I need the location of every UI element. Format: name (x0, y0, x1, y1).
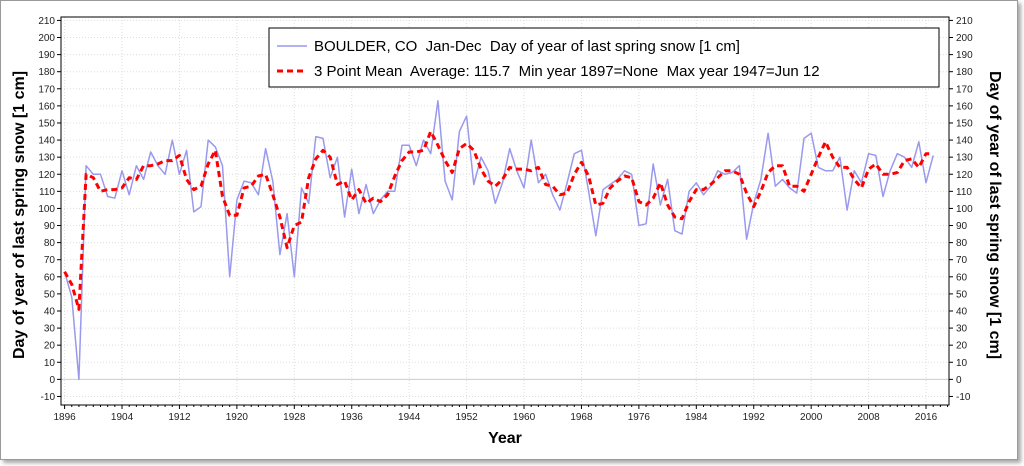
y-tick-label-left: 20 (44, 341, 56, 352)
y-tick-label-left: 80 (44, 238, 56, 249)
y-tick-label-left: 140 (38, 136, 55, 147)
y-tick-label-left: 170 (38, 84, 55, 95)
y-tick-label-right: 170 (956, 84, 973, 95)
y-tick-label-right: 50 (956, 289, 968, 300)
y-tick-label-left: 120 (38, 170, 55, 181)
y-tick-label-left: 200 (38, 33, 55, 44)
y-tick-label-left: 180 (38, 67, 55, 78)
y-tick-label-left: -10 (41, 392, 56, 403)
x-tick-label: 1896 (53, 412, 76, 423)
x-tick-label: 1936 (341, 412, 364, 423)
y-tick-label-left: 10 (44, 358, 56, 369)
y-tick-label-left: 210 (38, 16, 55, 27)
x-tick-label: 1920 (226, 412, 249, 423)
y-tick-label-right: 90 (956, 221, 968, 232)
y-tick-label-right: 160 (956, 101, 973, 112)
legend-entry-raw: BOULDER, CO Jan-Dec Day of year of last … (314, 38, 740, 55)
series-line-3pt-mean (63, 130, 934, 311)
y-tick-label-right: 40 (956, 306, 968, 317)
x-tick-label: 1984 (685, 412, 708, 423)
y-tick-label-left: 30 (44, 324, 56, 335)
y-tick-label-left: 130 (38, 153, 55, 164)
y-tick-label-right: 10 (956, 358, 968, 369)
y-tick-label-right: 140 (956, 136, 973, 147)
y-axis-label-left: Day of year of last spring snow [1 cm] (11, 71, 28, 359)
y-tick-label-right: 130 (956, 153, 973, 164)
legend-entry-mean: 3 Point Mean Average: 115.7 Min year 189… (314, 63, 820, 80)
y-tick-label-right: 30 (956, 324, 968, 335)
y-tick-label-right: 180 (956, 67, 973, 78)
y-tick-label-left: 70 (44, 255, 56, 266)
y-tick-label-right: -10 (956, 392, 971, 403)
y-tick-label-left: 40 (44, 306, 56, 317)
y-tick-label-right: 120 (956, 170, 973, 181)
y-tick-label-left: 190 (38, 50, 55, 61)
y-tick-label-left: 0 (49, 375, 55, 386)
x-tick-label: 1992 (743, 412, 766, 423)
y-tick-label-left: 90 (44, 221, 56, 232)
y-tick-label-right: 100 (956, 204, 973, 215)
y-tick-label-right: 110 (956, 187, 972, 198)
y-tick-label-right: 190 (956, 50, 973, 61)
y-tick-label-left: 60 (44, 272, 56, 283)
axis-ticks: -10 -10 0 0 10 10 20 20 30 30 40 40 50 50 60 60 70 70 80 80… (38, 16, 973, 423)
x-tick-label: 1912 (168, 412, 191, 423)
y-tick-label-right: 80 (956, 238, 968, 249)
series-group (63, 100, 934, 381)
y-tick-label-right: 210 (956, 16, 973, 27)
x-tick-label: 2016 (915, 412, 938, 423)
x-tick-label: 1976 (628, 412, 651, 423)
legend-box (268, 27, 940, 88)
y-tick-label-right: 60 (956, 272, 968, 283)
x-tick-label: 1904 (111, 412, 134, 423)
x-tick-label: 2000 (800, 412, 823, 423)
y-axis-label-right: Day of year of last spring snow [1 cm] (986, 71, 1003, 359)
y-tick-label-right: 150 (956, 118, 973, 129)
x-tick-label: 1960 (513, 412, 536, 423)
y-tick-label-right: 20 (956, 341, 968, 352)
plot-area (60, 16, 950, 406)
y-tick-label-right: 0 (956, 375, 962, 386)
y-tick-label-left: 50 (44, 289, 56, 300)
x-tick-label: 1968 (570, 412, 593, 423)
y-tick-label-left: 150 (38, 118, 55, 129)
x-axis-label: Year (488, 430, 522, 447)
y-tick-label-left: 110 (39, 187, 55, 198)
y-tick-label-left: 100 (38, 204, 55, 215)
x-tick-label: 2008 (857, 412, 880, 423)
y-tick-label-right: 70 (956, 255, 968, 266)
y-tick-label-right: 200 (956, 33, 973, 44)
series-line-raw (63, 100, 934, 381)
x-tick-label: 1952 (455, 412, 478, 423)
legend: BOULDER, CO Jan-Dec Day of year of last … (268, 27, 940, 88)
y-tick-label-left: 160 (38, 101, 55, 112)
x-tick-label: 1944 (398, 412, 421, 423)
x-tick-label: 1928 (283, 412, 306, 423)
